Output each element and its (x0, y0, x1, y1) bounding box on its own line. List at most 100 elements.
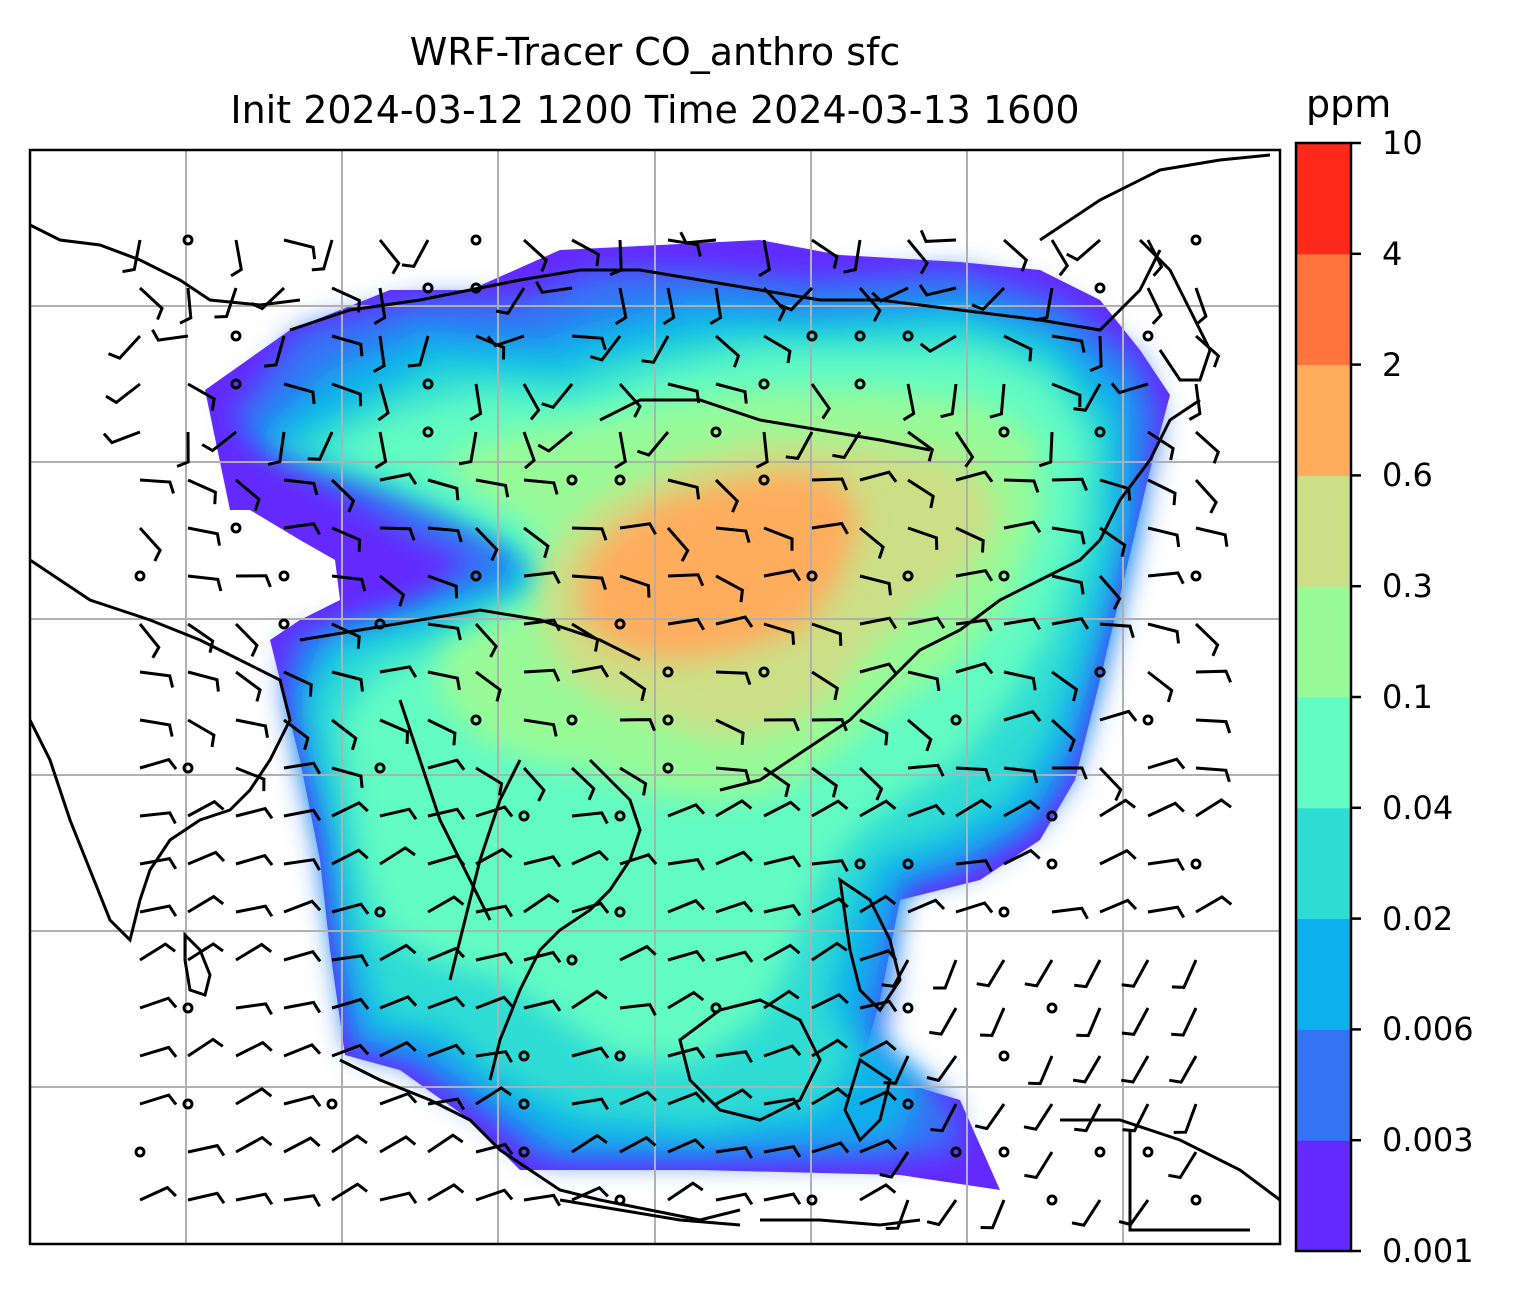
graticule (30, 150, 1280, 1244)
wind-barb (907, 430, 935, 462)
wind-barb (1034, 287, 1054, 322)
wind-barb (859, 470, 898, 483)
wind-barb (235, 718, 269, 738)
calm-wind-marker (614, 810, 626, 822)
calm-wind-marker (806, 1194, 818, 1206)
calm-wind-marker (854, 858, 866, 870)
wind-barb (715, 615, 754, 628)
wind-barb (1146, 287, 1163, 325)
wind-barb (475, 766, 504, 796)
calm-wind-marker (614, 1194, 626, 1206)
wind-barb (1071, 1199, 1102, 1227)
calm-wind-marker (902, 570, 914, 582)
wind-barb (523, 893, 560, 914)
java (559, 1198, 741, 1227)
wind-barb (1073, 383, 1102, 412)
philippines (838, 876, 902, 1013)
wind-barb (667, 1181, 704, 1202)
wind-barb (1003, 670, 1037, 691)
wind-barb (235, 1040, 273, 1058)
wind-barb (667, 949, 706, 963)
wind-barb (763, 943, 801, 962)
wind-barb (1076, 1007, 1102, 1038)
wind-barb (954, 431, 975, 468)
wind-barb (666, 527, 690, 562)
inland-border-2 (599, 398, 931, 452)
wind-barb (1099, 526, 1127, 558)
wind-barb (537, 430, 573, 453)
wind-barb (885, 1199, 910, 1230)
calm-wind-marker (374, 762, 386, 774)
calm-wind-marker (566, 474, 578, 486)
calm-wind-marker (422, 282, 434, 294)
wind-barb (1024, 1151, 1054, 1180)
wind-barb (619, 574, 651, 598)
wind-barb (139, 1045, 178, 1058)
wind-barb (187, 382, 216, 411)
wind-barb (715, 1088, 753, 1106)
wind-barb (571, 1046, 610, 1059)
wind-barb (918, 284, 957, 297)
wind-barb (1147, 478, 1177, 506)
wind-barb (187, 670, 220, 692)
wind-barb (859, 799, 897, 818)
inland-border-1 (299, 608, 641, 662)
wind-barb (571, 849, 609, 866)
wind-barb (955, 798, 993, 818)
wind-barb (715, 766, 751, 783)
colorbar-tick-label: 0.6 (1382, 456, 1433, 495)
wind-barb (667, 1046, 706, 1059)
wind-barb (715, 718, 745, 746)
colorbar-bin (1296, 586, 1351, 698)
wind-barb (1188, 383, 1202, 421)
wind-barb (1051, 906, 1089, 920)
wind-barb (667, 898, 706, 914)
wind-barb (139, 670, 175, 688)
wind-barb (614, 287, 628, 326)
wind-barb (311, 239, 334, 272)
wind-barb (619, 718, 656, 732)
calm-wind-marker (278, 618, 290, 630)
colorbar-bin (1296, 364, 1351, 476)
wind-barb (407, 335, 430, 368)
colorbar-ticks (1351, 141, 1361, 1253)
calm-wind-marker (518, 1146, 530, 1158)
calm-wind-marker (758, 378, 770, 390)
colorbar (1296, 143, 1351, 1252)
calm-wind-marker (278, 570, 290, 582)
wind-barb (401, 239, 430, 269)
wind-barb (523, 999, 562, 1012)
wind-barb (811, 941, 848, 962)
wind-barb (879, 1151, 910, 1179)
wind-barb (763, 1145, 802, 1158)
wind-barb (811, 1086, 849, 1106)
wind-barb (667, 803, 706, 818)
wind-barb (662, 287, 676, 326)
calm-wind-marker (566, 714, 578, 726)
wind-barb (187, 850, 226, 866)
wind-barb (187, 894, 225, 914)
wind-barb (475, 904, 514, 918)
calm-wind-marker (710, 1002, 722, 1014)
wind-barb (1171, 1007, 1198, 1037)
wind-barb (283, 1000, 322, 1014)
wind-barb (779, 286, 814, 312)
wind-barb (763, 1097, 801, 1111)
wind-barb (475, 1050, 513, 1063)
wind-barb (763, 855, 802, 868)
calm-wind-marker (470, 282, 482, 294)
wind-barb (859, 894, 897, 914)
wind-barb (907, 763, 945, 777)
wind-barb (374, 431, 388, 470)
calm-wind-marker (182, 762, 194, 774)
wind-barb (522, 766, 546, 802)
wind-barb (715, 950, 754, 963)
wind-barb (427, 1183, 465, 1202)
wind-barb (522, 383, 541, 421)
colorbar-tick-label: 2 (1382, 345, 1403, 384)
wind-barb (859, 1138, 898, 1154)
calm-wind-marker (182, 234, 194, 246)
wind-barb (832, 431, 862, 460)
calm-wind-marker (470, 714, 482, 726)
wind-barb (907, 718, 933, 752)
